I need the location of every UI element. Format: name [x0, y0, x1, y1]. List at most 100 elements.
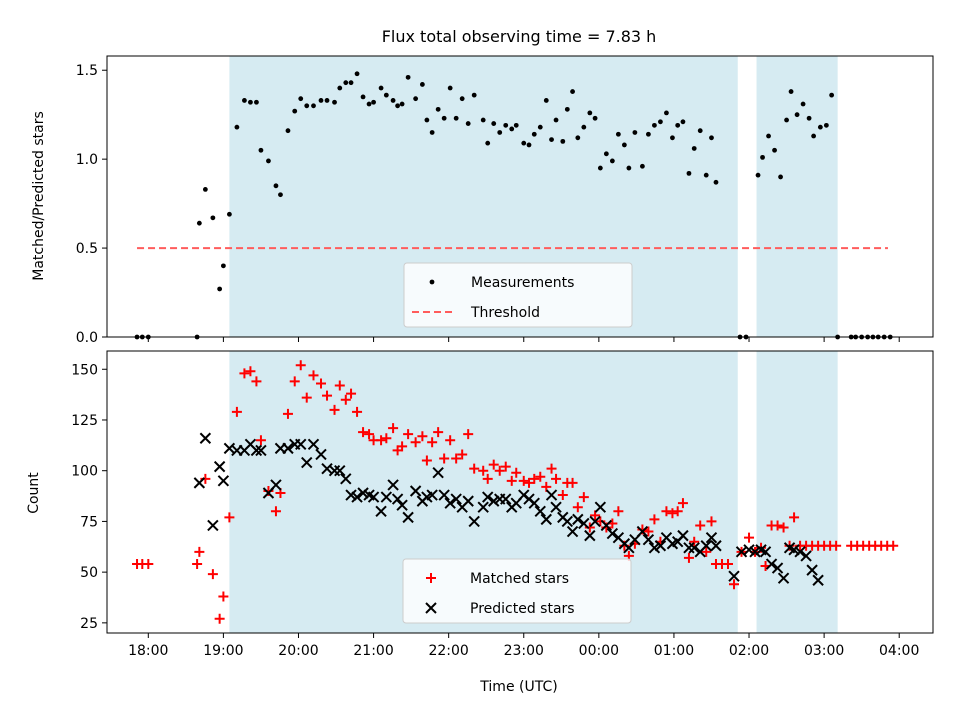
y-tick-label: 50	[80, 565, 98, 581]
predicted-star-point	[806, 564, 818, 576]
predicted-star-point	[387, 479, 399, 491]
matched-star-point	[143, 559, 154, 570]
predicted-star-point	[468, 515, 480, 528]
predicted-star-point	[367, 491, 380, 503]
matched-star-point	[397, 441, 408, 452]
measurement-point	[366, 101, 372, 107]
y-tick-label: 150	[71, 362, 98, 378]
measurement-point	[285, 128, 291, 134]
measurement-point	[597, 165, 603, 171]
legend-box	[402, 558, 632, 624]
measurement-point	[587, 110, 593, 116]
predicted-star-point	[765, 558, 778, 570]
matched-star-point	[322, 390, 333, 401]
predicted-star-point	[623, 542, 635, 554]
measurement-point	[794, 112, 800, 118]
predicted-star-point	[315, 448, 327, 461]
measurement-point	[817, 124, 823, 130]
measurement-point	[823, 122, 829, 128]
plot-frame	[106, 350, 934, 634]
measurement-point	[371, 99, 376, 105]
measurement-point	[543, 98, 549, 103]
predicted-star-point	[584, 529, 596, 542]
predicted-star-point	[540, 513, 552, 526]
matched-star-point	[723, 559, 734, 570]
matched-star-point	[251, 376, 262, 387]
legend-label: Predicted stars	[470, 601, 575, 617]
measurement-point	[697, 128, 703, 134]
measurement-point	[531, 131, 537, 137]
measurement-point	[413, 96, 419, 102]
measurement-point	[686, 170, 692, 176]
matched-star-point	[506, 475, 517, 486]
matched-star-point	[463, 429, 474, 440]
measurement-point	[652, 122, 657, 128]
measurement-point	[592, 115, 598, 121]
measurement-point	[424, 117, 430, 123]
predicted-star-point	[380, 491, 393, 503]
predicted-star-point	[282, 442, 294, 455]
matched-star-point	[329, 404, 340, 415]
matched-star-point	[695, 520, 706, 531]
matched-star-point	[661, 506, 672, 517]
matched-star-point	[511, 467, 522, 478]
matched-star-point	[194, 546, 205, 557]
measurement-point	[304, 103, 310, 109]
matched-star-point	[541, 481, 552, 492]
predicted-star-point	[340, 473, 352, 485]
predicted-star-point	[561, 515, 574, 528]
matched-star-point	[388, 423, 399, 434]
measurement-point	[254, 99, 259, 105]
measurement-point	[311, 103, 316, 109]
matched-star-point	[546, 463, 557, 474]
matched-star-point	[772, 520, 783, 531]
ratio-panel: 0.0 0.5 1.0 1.5 Measurements Threshold	[76, 55, 934, 346]
predicted-star-point	[606, 527, 619, 540]
predicted-star-point	[402, 511, 414, 524]
matched-star-point	[729, 579, 740, 590]
y-tick-label: 0.0	[76, 330, 98, 346]
measurement-point	[521, 140, 527, 146]
measurement-point	[526, 142, 532, 148]
matched-star-point	[643, 526, 654, 537]
measurement-point	[405, 74, 411, 80]
measurement-point	[564, 106, 570, 112]
matched-star-point	[218, 591, 229, 602]
matched-star-point	[376, 435, 387, 446]
predicted-star-point	[301, 456, 313, 469]
matched-star-point	[410, 437, 421, 448]
measurement-point	[755, 172, 761, 178]
measurement-point	[242, 98, 247, 103]
matched-star-point	[683, 552, 694, 563]
measurement-point	[811, 133, 817, 139]
predicted-star-point	[450, 493, 462, 505]
measurement-point	[513, 122, 519, 128]
matched-star-point	[567, 477, 578, 488]
measurement-point	[788, 89, 794, 94]
predicted-star-point	[777, 572, 790, 584]
predicted-star-point	[705, 531, 718, 544]
matched-star-point	[255, 435, 266, 446]
matched-star-point	[590, 510, 601, 521]
matched-star-point	[364, 429, 375, 440]
measurement-point	[621, 142, 627, 148]
measurement-point	[480, 117, 486, 123]
measurement-point	[603, 151, 609, 157]
measurement-point	[441, 115, 447, 121]
predicted-star-point	[794, 546, 806, 558]
predicted-star-point	[334, 464, 346, 477]
measurement-point	[453, 115, 459, 121]
legend-measurement-marker	[429, 279, 435, 285]
matched-star-point	[689, 536, 700, 547]
measurement-point	[399, 101, 405, 107]
measurement-point	[332, 99, 337, 105]
measurement-point	[772, 147, 777, 153]
x-tick-label: 23:00	[504, 643, 544, 659]
measurement-point	[419, 82, 425, 87]
x-tick-label: 20:00	[278, 643, 318, 659]
count-panel: 18:00 19:00 20:00 21:00 22:00 23:00 00:00 01:00…	[71, 350, 934, 659]
measurement-point	[390, 98, 396, 103]
matched-star-point	[403, 429, 414, 440]
legend-label: Measurements	[471, 275, 574, 291]
